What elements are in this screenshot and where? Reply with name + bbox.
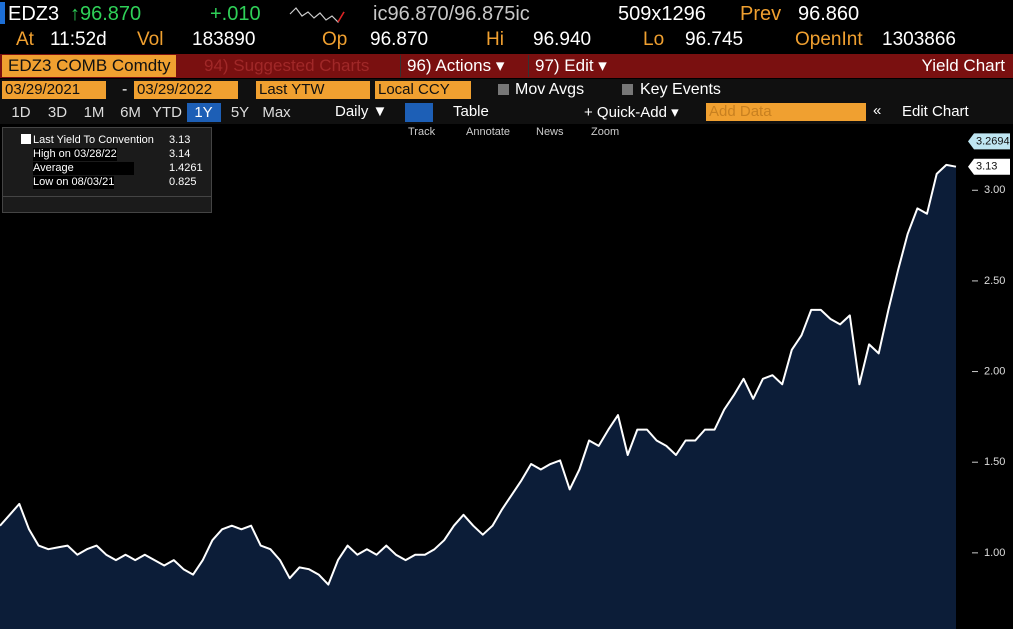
table-button[interactable]: Table <box>453 103 489 120</box>
period-button[interactable]: 6M <box>120 104 141 121</box>
collapse-button[interactable]: « <box>873 102 882 119</box>
key-events-checkbox[interactable] <box>622 84 633 95</box>
legend-label: Low on 08/03/21 <box>33 176 115 189</box>
prev-value: 96.860 <box>798 3 860 25</box>
date-separator: - <box>122 81 128 98</box>
legend-value: 0.825 <box>169 176 197 188</box>
prev-label: Prev <box>740 3 782 25</box>
high-value: 96.940 <box>533 29 592 50</box>
period-button[interactable]: 1D <box>11 104 31 121</box>
toolbar-row: 1D 3D 1M 6M YTD 1Y 5Y Max Daily ▼ Table + Quick… <box>0 100 1013 124</box>
vol-value: 183890 <box>192 29 256 50</box>
currency-select[interactable]: Local CCY <box>375 81 471 99</box>
price-change: +.010 <box>210 3 261 25</box>
edit-menu[interactable]: 97) Edit ▾ <box>528 55 613 77</box>
track-tool[interactable]: Track <box>408 126 436 138</box>
annotate-tool[interactable]: Annotate <box>466 126 511 138</box>
edit-chart[interactable]: Edit Chart <box>902 103 969 120</box>
mov-avgs[interactable]: Mov Avgs <box>515 81 585 98</box>
bid-ask: ic96.870/96.875ic <box>373 3 530 25</box>
period-button[interactable]: 3D <box>47 104 68 121</box>
open-label: Op <box>322 29 348 50</box>
key-events[interactable]: Key Events <box>640 81 721 98</box>
frequency-select[interactable]: Daily ▼ <box>335 103 388 120</box>
add-data-input[interactable]: Add Data <box>706 103 866 121</box>
high-label: Hi <box>486 29 504 50</box>
period-button[interactable]: YTD <box>152 104 182 121</box>
period-button[interactable]: Max <box>262 104 291 121</box>
legend-label: Last Yield To Convention <box>33 134 154 146</box>
end-date[interactable]: 03/29/2022 <box>134 81 238 99</box>
period-button[interactable]: 1M <box>83 104 105 121</box>
legend-value: 1.4261 <box>169 162 203 174</box>
open-value: 96.870 <box>370 29 429 50</box>
actions-menu[interactable]: 96) Actions ▾ <box>400 55 510 77</box>
date-row: 03/29/2021 - 03/29/2022 Last YTW Local C… <box>0 79 1013 100</box>
news-tool[interactable]: News <box>536 126 564 138</box>
period-button[interactable]: 5Y <box>230 104 250 121</box>
legend-value: 3.13 <box>169 134 191 146</box>
legend-checkbox[interactable] <box>21 134 31 144</box>
axis-tag-box <box>968 158 1010 175</box>
bid-ask-size: 509x1296 <box>618 3 706 25</box>
legend-divider <box>3 196 211 197</box>
vol-label: Vol <box>137 29 164 50</box>
period-button[interactable]: 1Y <box>186 103 221 122</box>
field-select[interactable]: Last YTW <box>256 81 370 99</box>
y-tick-label: 1.50 <box>984 456 1005 468</box>
yield-line <box>0 163 957 586</box>
legend-box: Last Yield To Convention 3.13 High on 03… <box>2 127 212 213</box>
legend-value: 3.14 <box>169 148 191 160</box>
axis-tag-box <box>968 133 1010 150</box>
suggested-charts[interactable]: 94) Suggested Charts <box>204 56 370 75</box>
chart-title: Yield Chart <box>921 56 1005 75</box>
last-price: ↑96.870 <box>70 3 142 25</box>
legend-label: Average <box>33 162 134 175</box>
ticker-marker <box>0 2 5 24</box>
sparkline <box>289 7 345 23</box>
line-chart-button[interactable] <box>405 103 433 122</box>
oi-label: OpenInt <box>795 29 863 50</box>
axis-tag-label: 3.2694 <box>976 135 1010 147</box>
y-tick-label: 1.00 <box>984 547 1005 559</box>
y-tick-label: 3.00 <box>984 184 1005 196</box>
low-value: 96.745 <box>685 29 744 50</box>
time-value: 11:52d <box>50 29 107 50</box>
security-field[interactable]: EDZ3 COMB Comdty <box>2 55 177 77</box>
tab-bar: EDZ3 COMB Comdty 94) Suggested Charts 96… <box>0 54 1013 78</box>
axis-tag-label: 3.13 <box>976 161 997 173</box>
area-fill <box>0 164 956 629</box>
zoom-tool[interactable]: Zoom <box>591 126 620 138</box>
mov-avgs-checkbox[interactable] <box>498 84 509 95</box>
time-label: At <box>16 29 34 50</box>
ticker: EDZ3 <box>8 3 60 25</box>
low-label: Lo <box>643 29 665 50</box>
oi-value: 1303866 <box>882 29 956 50</box>
legend-label: High on 03/28/22 <box>33 148 117 161</box>
quick-add[interactable]: + Quick-Add ▾ <box>584 104 679 121</box>
y-tick-label: 2.50 <box>984 275 1005 287</box>
start-date[interactable]: 03/29/2021 <box>2 81 106 99</box>
y-tick-label: 2.00 <box>984 365 1005 377</box>
